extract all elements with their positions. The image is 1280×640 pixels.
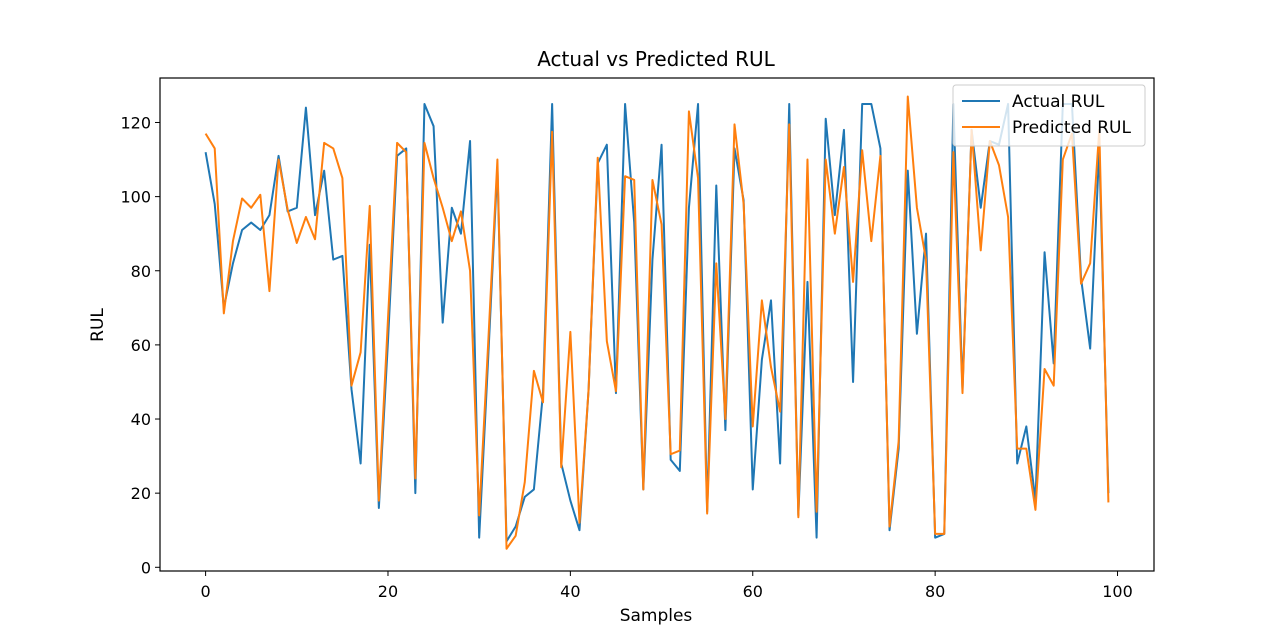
plot-frame [159, 77, 1155, 572]
plot-area [204, 95, 1110, 550]
legend-label-actual: Actual RUL [1012, 92, 1105, 112]
x-axis-title: Samples [620, 606, 693, 626]
legend-label-predicted: Predicted RUL [1012, 118, 1131, 138]
chart-title: Actual vs Predicted RUL [537, 47, 775, 71]
y-tick-label: 0 [141, 558, 151, 577]
x-tick-label: 100 [1102, 582, 1133, 601]
y-axis: 0 20 40 60 80 100 120 [120, 113, 160, 577]
series-line-actual [204, 102, 1110, 543]
y-tick-label: 20 [131, 484, 151, 503]
x-tick-label: 40 [560, 582, 580, 601]
x-tick-label: 80 [925, 582, 945, 601]
legend-box [952, 84, 1146, 147]
x-tick-label: 20 [378, 582, 398, 601]
y-axis-title: RUL [88, 308, 108, 342]
x-axis: 0 20 40 60 80 100 [201, 571, 1133, 601]
y-tick-label: 120 [120, 113, 151, 132]
legend: Actual RUL Predicted RUL [952, 84, 1146, 147]
x-tick-label: 0 [201, 582, 211, 601]
y-tick-label: 80 [131, 262, 151, 281]
series-line-predicted [204, 95, 1110, 550]
y-tick-label: 40 [131, 410, 151, 429]
x-tick-label: 60 [743, 582, 763, 601]
y-tick-label: 100 [120, 188, 151, 207]
y-tick-label: 60 [131, 336, 151, 355]
